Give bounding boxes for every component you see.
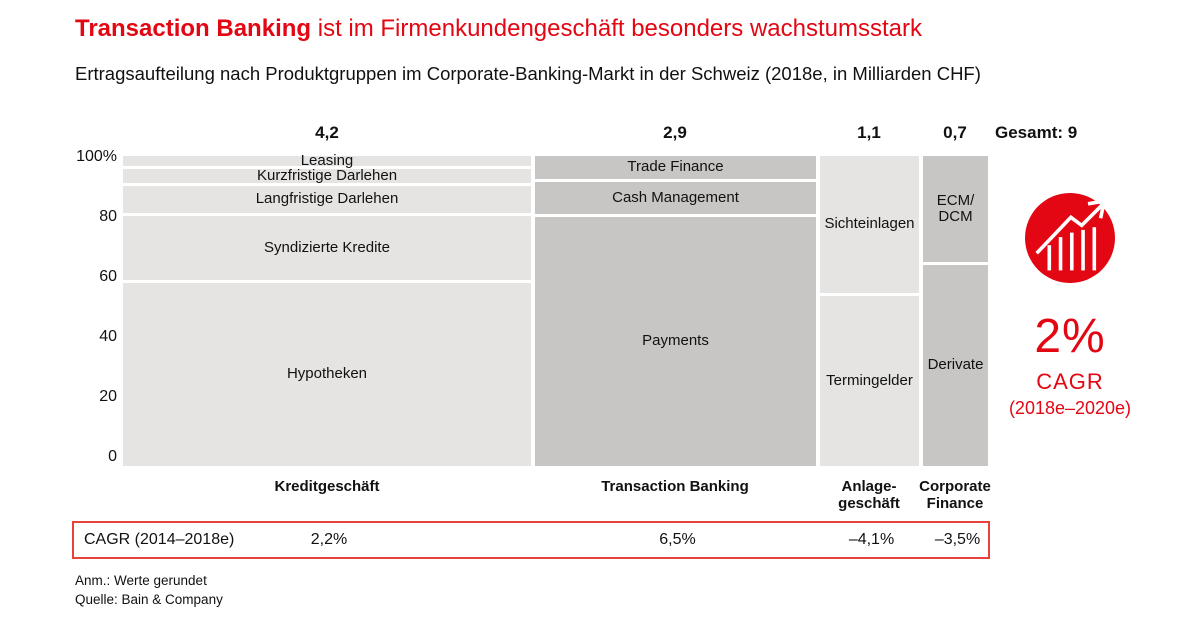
- column-value-corporate-finance: 0,7: [943, 123, 967, 142]
- segment-label: Kurzfristige Darlehen: [256, 167, 398, 185]
- chart-subtitle: Ertragsaufteilung nach Produktgruppen im…: [75, 63, 981, 84]
- y-tick-80: 80: [99, 208, 117, 225]
- segment-hypotheken: Hypotheken: [123, 282, 531, 466]
- segment-ecm-dcm: ECM/ DCM: [923, 156, 988, 262]
- cagr-row-box: CAGR (2014–2018e) 2,2% 6,5% –4,1% –3,5%: [72, 521, 990, 559]
- column-kreditgeschaeft: Leasing Kurzfristige Darlehen Langfristi…: [123, 152, 531, 466]
- segment-label: Syndizierte Kredite: [264, 238, 390, 256]
- marimekko-plot: Leasing Kurzfristige Darlehen Langfristi…: [123, 152, 988, 466]
- segment-kurzfristige-darlehen: Kurzfristige Darlehen: [123, 167, 531, 185]
- segment-trade-finance: Trade Finance: [535, 156, 816, 179]
- segment-syndizierte-kredite: Syndizierte Kredite: [123, 215, 531, 280]
- y-axis: 100% 80 60 40 20 0: [40, 149, 117, 465]
- segment-label: Trade Finance: [627, 158, 724, 176]
- column-value-transaction-banking: 2,9: [663, 123, 687, 142]
- y-tick-20: 20: [99, 388, 117, 405]
- segment-derivate: Derivate: [923, 264, 988, 466]
- footnotes: Anm.: Werte gerundet Quelle: Bain & Comp…: [75, 571, 223, 609]
- segment-label: Langfristige Darlehen: [255, 190, 399, 208]
- footnote-source: Quelle: Bain & Company: [75, 592, 223, 607]
- cagr-value-kreditgeschaeft: 2,2%: [310, 531, 348, 548]
- segment-label: Hypotheken: [286, 365, 368, 383]
- y-tick-40: 40: [99, 328, 117, 345]
- y-tick-0: 0: [108, 448, 117, 465]
- growth-chart-icon: [1025, 193, 1115, 283]
- page-title: Transaction Banking ist im Firmenkundeng…: [75, 15, 922, 43]
- highlight-period: (2018e–2020e): [1008, 398, 1132, 418]
- column-value-kreditgeschaeft: 4,2: [315, 123, 339, 142]
- highlight-value: 2%: [1034, 310, 1106, 363]
- column-anlagegeschaeft: Sichteinlagen Termingelder: [820, 156, 919, 466]
- cagr-value-transaction-banking: 6,5%: [659, 531, 696, 548]
- y-tick-100: 100%: [76, 148, 117, 165]
- segment-label: Sichteinlagen: [824, 215, 915, 233]
- segment-label: Leasing: [300, 152, 354, 170]
- segment-label: Cash Management: [612, 188, 739, 206]
- segment-langfristige-darlehen: Langfristige Darlehen: [123, 185, 531, 213]
- total-label: Gesamt: 9: [995, 123, 1078, 142]
- cagr-value-anlagegeschaeft: –4,1%: [848, 531, 895, 548]
- title-rest: ist im Firmenkundengeschäft besonders wa…: [311, 15, 922, 42]
- category-label-anlagegeschaeft: Anlage- geschäft: [838, 478, 900, 512]
- column-transaction-banking: Trade Finance Cash Management Payments: [535, 156, 816, 466]
- segment-label: Termingelder: [826, 371, 913, 389]
- cagr-row-label: CAGR (2014–2018e): [84, 531, 235, 548]
- category-label-corporate-finance: Corporate Finance: [919, 478, 991, 512]
- title-highlight: Transaction Banking: [75, 15, 312, 42]
- category-label-kreditgeschaeft: Kreditgeschäft: [274, 478, 380, 495]
- segment-leasing: Leasing: [123, 152, 531, 170]
- segment-sichteinlagen: Sichteinlagen: [820, 156, 919, 293]
- highlight-panel: 2% CAGR (2018e–2020e): [1000, 193, 1140, 419]
- segment-cash-management: Cash Management: [535, 181, 816, 214]
- footnote-note: Anm.: Werte gerundet: [75, 573, 207, 588]
- segment-termingelder: Termingelder: [820, 295, 919, 466]
- y-tick-60: 60: [99, 268, 117, 285]
- category-label-transaction-banking: Transaction Banking: [601, 478, 749, 495]
- segment-label: Payments: [642, 332, 709, 350]
- highlight-label: CAGR: [1036, 369, 1104, 394]
- column-corporate-finance: ECM/ DCM Derivate: [923, 156, 988, 466]
- segment-label: Derivate: [927, 356, 984, 374]
- segment-label: ECM/ DCM: [936, 191, 975, 225]
- segment-payments: Payments: [535, 216, 816, 466]
- cagr-value-corporate-finance: –3,5%: [934, 531, 981, 548]
- column-value-anlagegeschaeft: 1,1: [857, 123, 881, 142]
